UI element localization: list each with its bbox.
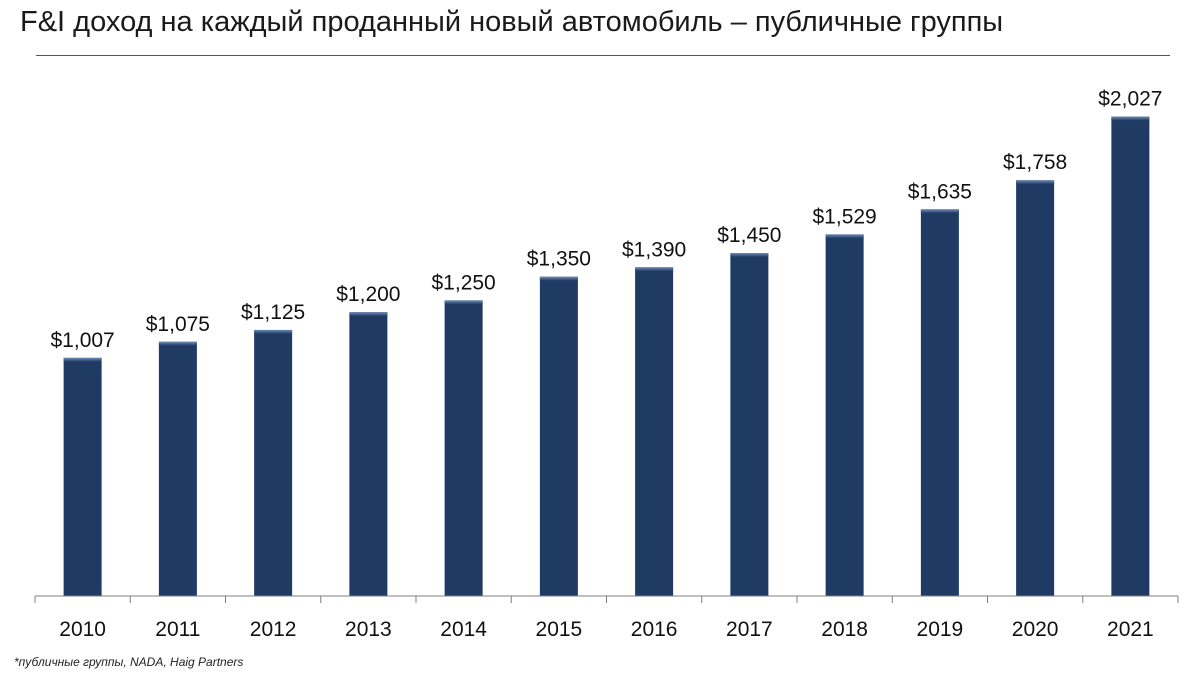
bar-cap-2010 [63,357,102,362]
bar-cap-2019 [920,209,959,214]
bar-cap-2017 [730,253,769,258]
title-divider [36,55,1170,56]
x-tick-label-2013: 2013 [345,618,392,641]
x-tick-label-2014: 2014 [440,618,487,641]
bar-2016 [635,267,674,596]
data-label-2016: $1,390 [622,238,686,261]
x-tick-label-2021: 2021 [1107,618,1154,641]
bar-2019 [920,209,959,596]
x-tick-label-2018: 2018 [821,618,868,641]
bar-2012 [254,329,293,596]
bar-cap-2015 [539,276,578,281]
x-tick-label-2016: 2016 [631,618,678,641]
data-label-2011: $1,075 [146,313,210,336]
bar-2013 [349,312,388,596]
x-tick-labels-group: 2010 2011 2012 2013 2014 2015 2016 2017 2018 2019… [59,618,1153,641]
x-tick-label-2015: 2015 [536,618,583,641]
data-label-2018: $1,529 [813,205,877,228]
bar-cap-2018 [825,234,864,239]
bar-cap-2021 [1111,116,1150,121]
data-label-2020: $1,758 [1003,151,1067,174]
bar-cap-2013 [349,312,388,317]
bar-2018 [825,234,864,597]
bars-group [63,116,1150,597]
bar-2014 [444,300,483,596]
x-tick-label-2017: 2017 [726,618,773,641]
data-label-2010: $1,007 [51,329,115,352]
chart-title: F&I доход на каждый проданный новый авто… [20,6,1004,38]
bar-2021 [1111,116,1150,596]
x-tick-label-2011: 2011 [155,618,200,641]
bar-2010 [63,357,102,596]
bar-cap-2014 [444,300,483,305]
bar-2017 [730,253,769,596]
data-label-2014: $1,250 [432,271,496,294]
x-tick-label-2020: 2020 [1012,618,1059,641]
bar-2020 [1016,180,1055,596]
x-axis [34,595,1179,603]
bar-cap-2016 [635,267,674,272]
data-label-2017: $1,450 [717,224,781,247]
data-label-2021: $2,027 [1098,88,1162,111]
data-label-2013: $1,200 [336,283,400,306]
x-tick-label-2012: 2012 [250,618,297,641]
bar-2015 [539,276,578,596]
bar-2011 [158,341,197,596]
data-label-2019: $1,635 [908,180,972,203]
bar-cap-2011 [158,341,197,346]
x-tick-label-2019: 2019 [917,618,964,641]
data-label-2015: $1,350 [527,248,591,271]
source-footnote: *публичные группы, NADA, Haig Partners [14,655,244,669]
data-label-2012: $1,125 [241,301,305,324]
x-tick-label-2010: 2010 [59,618,106,641]
data-labels-group: $1,007 $1,075 $1,125 $1,200 $1,250 $1,350 $1,3… [51,88,1163,352]
bar-cap-2020 [1016,180,1055,185]
bar-cap-2012 [254,329,293,334]
